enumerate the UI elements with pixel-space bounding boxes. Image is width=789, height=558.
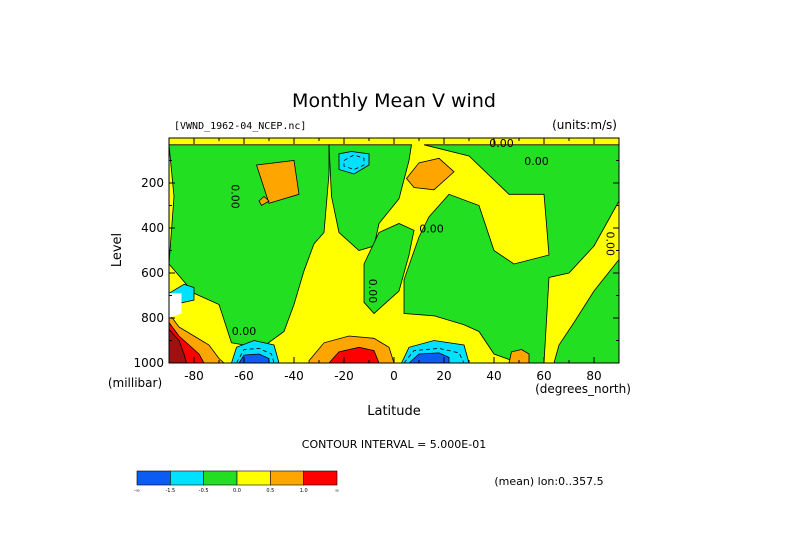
y-tick-label: 600 [141, 266, 164, 280]
chart-title: Monthly Mean V wind [292, 90, 496, 112]
contour-region [255, 160, 300, 204]
contour-label: 0.00 [232, 325, 257, 338]
contour-region [403, 144, 620, 364]
colorbar-label: -1.5 [165, 488, 175, 494]
y-tick-label: 800 [141, 311, 164, 325]
colorbar-label: 0.5 [266, 488, 274, 494]
x-tick-label: 0 [390, 369, 398, 383]
contour-label: 0.00 [604, 232, 617, 257]
x-tick-label: -20 [334, 369, 354, 383]
x-tick-label: 80 [586, 369, 601, 383]
negative-contour-line [403, 347, 465, 364]
colorbar-label: -∞ [134, 488, 140, 494]
negative-contour-line [343, 154, 365, 170]
y-tick-label: 200 [141, 176, 164, 190]
colorbar-swatch [303, 470, 338, 486]
x-unit-label: (degrees_north) [535, 382, 631, 396]
x-tick-label: 40 [486, 369, 501, 383]
y-tick-label: 400 [141, 221, 164, 235]
contour-label: 0.00 [229, 184, 242, 209]
colorbar-label: -0.5 [199, 488, 209, 494]
negative-contour-line [236, 347, 275, 364]
y-unit-label: (millibar) [108, 376, 162, 390]
contour-region [338, 151, 370, 175]
colorbar-label: 1.0 [300, 488, 308, 494]
y-axis-label: Level [110, 233, 125, 267]
x-tick-label: 20 [436, 369, 451, 383]
colorbar-swatch [136, 470, 171, 486]
x-tick-label: -80 [184, 369, 204, 383]
contour-interval-text: CONTOUR INTERVAL = 5.000E-01 [302, 438, 486, 451]
colorbar: -∞ -1.5 -0.5 0.0 0.5 1.0 ∞ [134, 470, 339, 494]
x-tick-label: -60 [234, 369, 254, 383]
contour-label: 0.00 [419, 223, 444, 236]
colorbar-swatch [270, 470, 304, 486]
contour-region [258, 195, 270, 207]
x-axis-label: Latitude [367, 404, 421, 419]
y-tick-label: 1000 [133, 356, 164, 370]
plot-area: 0.00 0.00 0.00 0.00 0.00 0.00 0.00 -80 -60 -40 -20… [133, 137, 620, 383]
colorbar-swatch [236, 470, 271, 486]
contour-region [363, 223, 415, 315]
contour-label: 0.00 [366, 279, 379, 304]
mean-label: (mean) lon:0..357.5 [494, 475, 603, 488]
colorbar-label: 0.0 [233, 488, 241, 494]
contour-region [405, 157, 455, 191]
x-tick-label: -40 [284, 369, 304, 383]
x-tick-label: 60 [536, 369, 551, 383]
file-label: [VWND_1962-04_NCEP.nc] [174, 121, 306, 132]
units-label: (units:m/s) [552, 118, 617, 132]
colorbar-label: ∞ [335, 488, 339, 494]
missing-data-patch [169, 293, 182, 318]
contour-label: 0.00 [524, 155, 549, 168]
colorbar-swatch [170, 470, 204, 486]
contour-label: 0.00 [489, 137, 514, 150]
colorbar-swatch [203, 470, 238, 486]
